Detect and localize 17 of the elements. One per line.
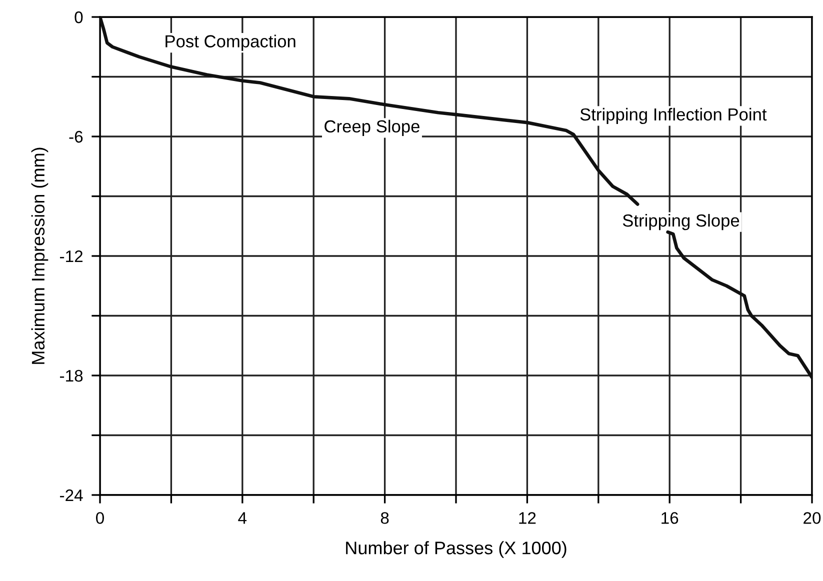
- y-tick-label: 0: [74, 11, 83, 24]
- y-tick-label: -18: [60, 370, 83, 382]
- x-tick-label: 20: [804, 512, 821, 524]
- x-tick-label: 16: [662, 512, 678, 524]
- y-axis-title: Maximum Impression (mm): [31, 148, 48, 364]
- annotation: Creep Slope: [324, 120, 420, 136]
- y-tick-label: -6: [69, 130, 83, 143]
- x-tick-label: 8: [380, 512, 389, 524]
- annotation: Stripping Slope: [622, 214, 740, 230]
- x-tick-label: 0: [96, 512, 104, 524]
- y-tick-label: -12: [60, 250, 82, 262]
- x-axis-title: Number of Passes (X 1000): [346, 541, 566, 558]
- annotation: Stripping Inflection Point: [580, 108, 767, 124]
- x-tick-label: 4: [238, 512, 247, 524]
- annotation: Post Compaction: [166, 34, 296, 51]
- x-tick-label: 12: [519, 512, 536, 524]
- y-tick-label: -24: [60, 489, 83, 502]
